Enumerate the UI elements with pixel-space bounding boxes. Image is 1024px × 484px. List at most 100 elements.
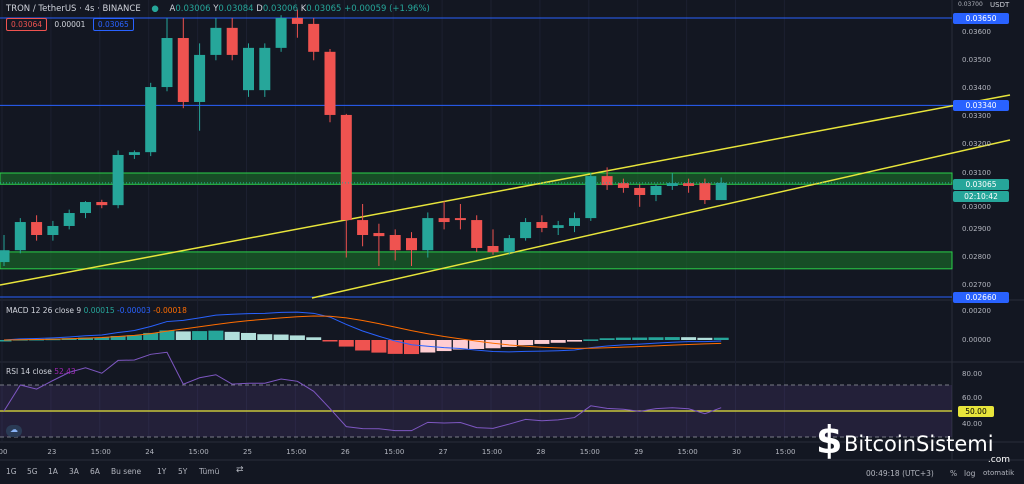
macd-axis-label: 0.00000	[962, 336, 991, 344]
macd-hist-value: 0.00015	[83, 306, 115, 315]
time-axis-label: 29	[634, 448, 644, 456]
auto-toggle[interactable]: otomatik	[983, 469, 1015, 477]
macd-histogram-bar	[632, 337, 648, 340]
candle-body	[650, 185, 662, 195]
time-axis-label: 15:00	[188, 448, 209, 456]
buy-button[interactable]: 0.03065	[92, 18, 134, 31]
macd-histogram-bar	[485, 340, 501, 349]
time-axis-label: 28	[536, 448, 546, 456]
upper-trend-line	[0, 94, 1011, 286]
spread: 0.00001	[54, 20, 86, 29]
macd-histogram-bar	[338, 340, 354, 347]
range-button[interactable]: 5Y	[178, 467, 188, 476]
macd-histogram-bar	[404, 340, 419, 355]
open-label: A	[169, 4, 176, 14]
candle-body	[14, 222, 26, 251]
collapse-pane-icon[interactable]: ☁	[6, 425, 22, 437]
macd-histogram-bar	[469, 340, 485, 349]
range-button[interactable]: 5G	[27, 467, 38, 476]
symbol-name[interactable]: TRON / TetherUS	[6, 4, 77, 14]
candle-body	[63, 213, 75, 226]
candle-body	[552, 225, 564, 228]
macd-histogram-bar	[224, 331, 240, 340]
price-axis-label: 0.02800	[962, 253, 991, 262]
time-axis-label: 15:00	[384, 448, 405, 456]
rsi-label: RSI 14 close	[6, 367, 52, 376]
time-axis-label: 15:00	[90, 448, 111, 456]
macd-histogram-bar	[599, 338, 615, 340]
currency-label[interactable]: USDT	[990, 1, 1010, 9]
macd-histogram-bar	[306, 337, 322, 340]
time-axis-label: 27	[438, 448, 448, 456]
candle-body	[569, 218, 580, 226]
candle-body	[617, 183, 629, 188]
range-button[interactable]: 6A	[90, 467, 100, 476]
candle-body	[520, 222, 532, 239]
rsi-legend[interactable]: RSI 14 close 52.43	[6, 367, 76, 376]
range-button[interactable]: 3A	[69, 467, 79, 476]
macd-histogram-bar	[452, 340, 468, 350]
range-button[interactable]: 1A	[48, 467, 58, 476]
candle-body	[471, 220, 483, 248]
bitcoin-s-icon: $	[816, 418, 843, 462]
candle-body	[422, 218, 434, 251]
sell-button[interactable]: 0.03064	[6, 18, 48, 31]
macd-histogram-bar	[583, 339, 599, 341]
candle-body	[454, 218, 466, 221]
candle-body	[47, 225, 59, 236]
time-axis-label: 15:00	[481, 448, 503, 456]
candle-body	[96, 202, 108, 206]
range-button[interactable]: 1G	[6, 467, 17, 476]
date-range-icon[interactable]: ⇄	[236, 465, 244, 475]
macd-histogram-bar	[78, 337, 93, 340]
bid-ask: 0.03064 0.00001 0.03065	[6, 18, 134, 31]
macd-legend[interactable]: MACD 12 26 close 9 0.00015 -0.00003 -0.0…	[6, 306, 187, 315]
candle-body	[715, 182, 727, 201]
candle-body	[194, 54, 206, 102]
candle-body	[503, 238, 515, 253]
candle-body	[340, 114, 352, 221]
candle-body	[601, 176, 613, 186]
range-button[interactable]: Tümü	[199, 467, 220, 476]
percent-toggle[interactable]: %	[950, 469, 958, 478]
interval: 4s	[84, 4, 95, 14]
range-button[interactable]: 1Y	[157, 467, 167, 476]
candle-body	[145, 87, 157, 153]
macd-histogram-bar	[192, 331, 208, 340]
macd-histogram-bar	[697, 337, 713, 340]
candle-body	[291, 18, 303, 24]
candle-body	[243, 47, 254, 91]
candle-body	[210, 27, 222, 55]
macd-histogram-bar	[257, 334, 273, 340]
candle-body	[389, 235, 401, 251]
macd-histogram-bar	[371, 340, 387, 353]
macd-histogram-bar	[0, 340, 12, 342]
macd-histogram-bar	[110, 335, 126, 340]
macd-histogram-bar	[322, 340, 338, 342]
rsi-mid-tag: 50.00	[958, 406, 994, 417]
high-label: Y	[213, 4, 219, 14]
candle-body	[373, 233, 385, 237]
macd-histogram-bar	[501, 340, 517, 347]
candle-body	[585, 176, 597, 219]
candle-body	[161, 38, 173, 88]
low-label: D	[256, 4, 263, 14]
macd-signal-value: -0.00018	[153, 306, 187, 315]
time-axis-label: 30	[732, 448, 741, 456]
macd-label: MACD 12 26 close 9	[6, 306, 82, 315]
clock[interactable]: 00:49:18 (UTC+3)	[866, 469, 934, 478]
watermark-tld: .com	[987, 455, 1010, 465]
macd-axis-label: 0.00200	[962, 307, 991, 315]
candle-body	[308, 23, 320, 52]
macd-histogram-bar	[436, 340, 452, 352]
candle-body	[666, 183, 678, 186]
macd-line	[3, 311, 722, 353]
log-toggle[interactable]: log	[964, 469, 976, 478]
macd-histogram-bar	[289, 335, 305, 340]
macd-histogram-bar	[615, 337, 631, 340]
open-value: 0.03006	[175, 4, 211, 14]
range-button[interactable]: Bu sene	[111, 467, 142, 476]
macd-histogram-bar	[387, 340, 403, 354]
high-value: 0.03084	[218, 4, 254, 14]
